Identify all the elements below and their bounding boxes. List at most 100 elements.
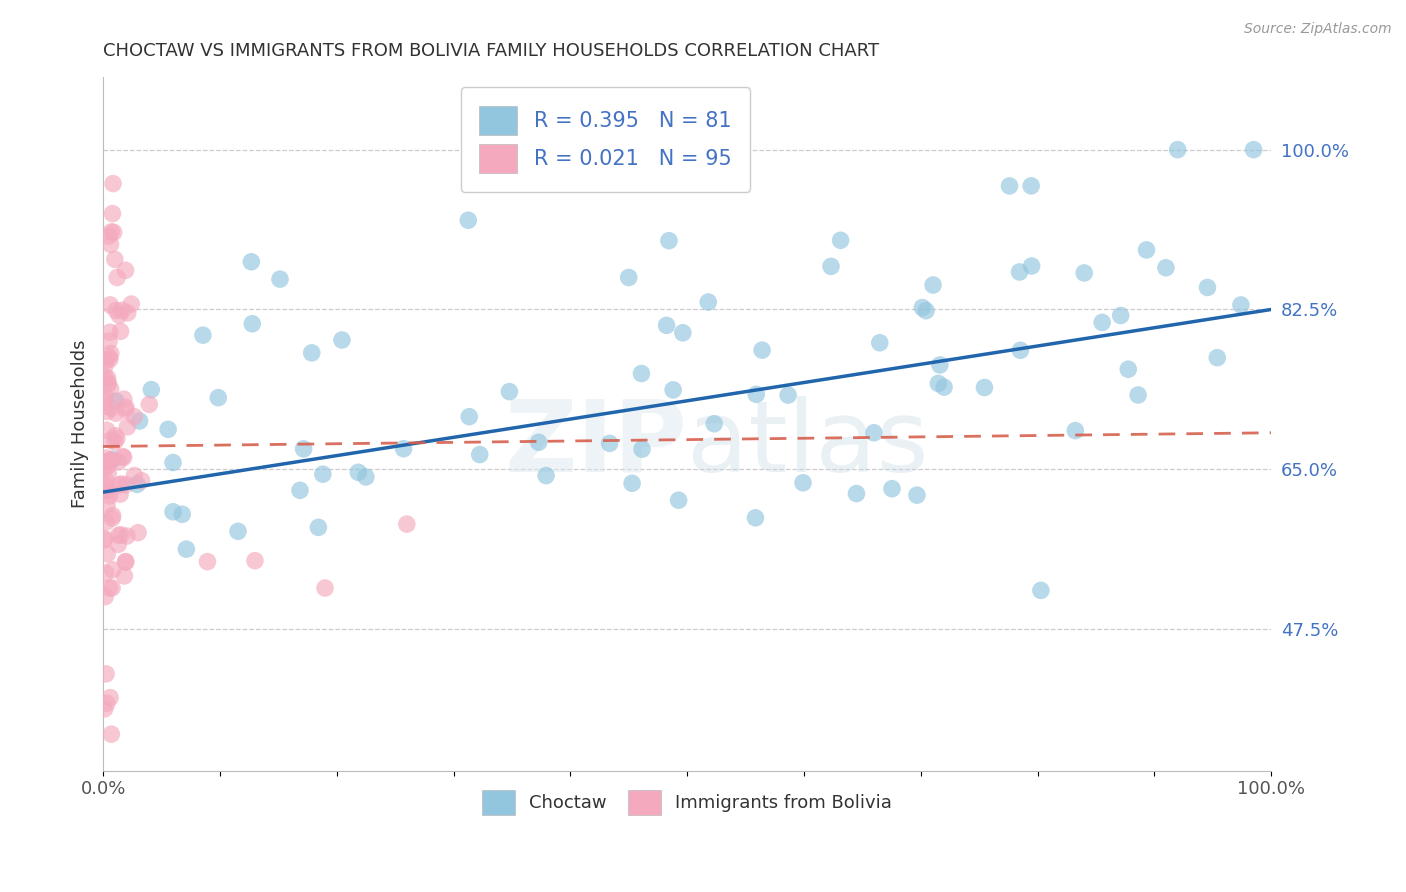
- Point: [932, 380, 955, 394]
- Point: [107, 528, 129, 542]
- Text: atlas: atlas: [688, 396, 929, 493]
- Point: [631, 442, 654, 457]
- Point: [668, 493, 690, 508]
- Point: [101, 452, 124, 467]
- Text: Source: ZipAtlas.com: Source: ZipAtlas.com: [1244, 22, 1392, 37]
- Point: [96, 404, 118, 418]
- Point: [117, 420, 139, 434]
- Point: [845, 486, 868, 500]
- Point: [97, 466, 120, 480]
- Point: [751, 343, 773, 358]
- Point: [288, 483, 311, 498]
- Point: [703, 417, 725, 431]
- Point: [243, 554, 266, 568]
- Point: [1167, 143, 1189, 157]
- Point: [157, 422, 180, 436]
- Point: [94, 566, 117, 580]
- Point: [1019, 178, 1042, 193]
- Point: [226, 524, 249, 539]
- Point: [93, 455, 115, 469]
- Point: [108, 478, 131, 492]
- Point: [922, 278, 945, 293]
- Point: [94, 666, 117, 681]
- Point: [97, 371, 120, 385]
- Point: [101, 581, 124, 595]
- Point: [863, 425, 886, 440]
- Point: [745, 387, 768, 401]
- Point: [301, 346, 323, 360]
- Point: [96, 423, 118, 437]
- Point: [662, 383, 685, 397]
- Point: [468, 448, 491, 462]
- Point: [97, 458, 120, 472]
- Point: [108, 308, 131, 322]
- Point: [125, 477, 148, 491]
- Point: [172, 508, 194, 522]
- Point: [1197, 280, 1219, 294]
- Point: [915, 303, 938, 318]
- Point: [104, 394, 127, 409]
- Point: [1116, 362, 1139, 376]
- Point: [96, 697, 118, 711]
- Point: [98, 350, 121, 364]
- Point: [1154, 260, 1177, 275]
- Point: [94, 474, 117, 488]
- Point: [1109, 309, 1132, 323]
- Point: [1135, 243, 1157, 257]
- Point: [101, 563, 124, 577]
- Point: [911, 301, 934, 315]
- Point: [621, 476, 644, 491]
- Point: [100, 453, 122, 467]
- Point: [240, 254, 263, 268]
- Point: [1091, 315, 1114, 329]
- Point: [104, 252, 127, 267]
- Point: [672, 326, 695, 340]
- Point: [599, 436, 621, 450]
- Point: [101, 177, 124, 191]
- Point: [94, 590, 117, 604]
- Point: [630, 367, 652, 381]
- Point: [127, 525, 149, 540]
- Text: ZIP: ZIP: [505, 396, 688, 493]
- Y-axis label: Family Households: Family Households: [72, 339, 89, 508]
- Point: [112, 392, 135, 407]
- Point: [392, 442, 415, 456]
- Point: [100, 382, 122, 396]
- Point: [307, 520, 329, 534]
- Point: [96, 480, 118, 494]
- Point: [98, 326, 121, 340]
- Point: [617, 270, 640, 285]
- Point: [93, 532, 115, 546]
- Point: [141, 383, 163, 397]
- Point: [312, 467, 335, 482]
- Point: [744, 511, 766, 525]
- Point: [96, 547, 118, 561]
- Point: [115, 529, 138, 543]
- Point: [115, 401, 138, 415]
- Point: [110, 324, 132, 338]
- Point: [105, 270, 128, 285]
- Point: [100, 346, 122, 360]
- Point: [927, 376, 949, 391]
- Point: [110, 528, 132, 542]
- Point: [98, 334, 121, 348]
- Point: [101, 511, 124, 525]
- Point: [104, 434, 127, 449]
- Point: [131, 474, 153, 488]
- Point: [98, 581, 121, 595]
- Point: [347, 465, 370, 479]
- Point: [101, 508, 124, 523]
- Point: [269, 272, 291, 286]
- Legend: Choctaw, Immigrants from Bolivia: Choctaw, Immigrants from Bolivia: [472, 780, 901, 824]
- Point: [880, 482, 903, 496]
- Point: [457, 213, 479, 227]
- Point: [104, 406, 127, 420]
- Point: [330, 333, 353, 347]
- Point: [98, 352, 121, 367]
- Point: [108, 487, 131, 501]
- Point: [458, 409, 481, 424]
- Point: [97, 377, 120, 392]
- Point: [1021, 259, 1043, 273]
- Point: [94, 515, 117, 529]
- Point: [104, 428, 127, 442]
